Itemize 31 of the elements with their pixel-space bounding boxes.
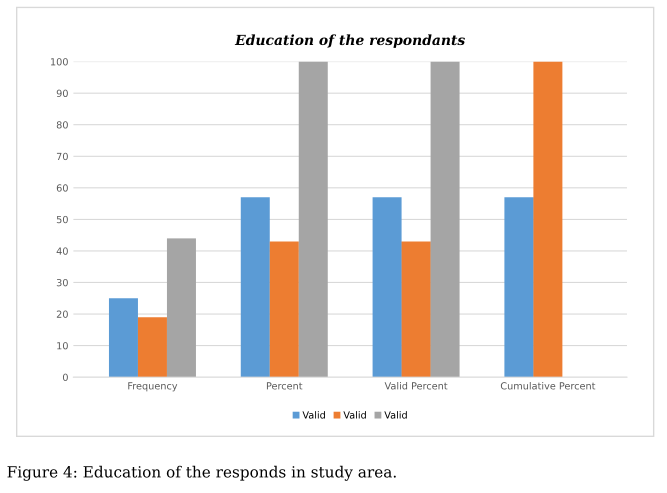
legend-label: Valid [302,411,325,419]
y-tick-label: 50 [56,216,68,224]
bar [504,197,534,378]
chart-title: Education of the respondants [234,34,465,48]
y-tick-label: 10 [57,342,68,350]
bar [298,62,328,378]
bar [270,241,299,378]
legend-label: Valid [384,411,407,419]
bar [430,62,460,378]
x-tick-label: Frequency [128,382,178,392]
y-tick-label: 30 [56,278,68,286]
bar [240,197,270,378]
bar [166,238,196,378]
x-tick-label: Cumulative Percent [500,382,596,390]
caption: Figure 4: Education of the responds in study area. [8,466,396,481]
x-tick-label: Valid Percent [384,382,448,390]
y-tick-label: 20 [56,310,68,318]
bar [372,197,402,378]
bar [402,241,431,378]
y-tick-label: 90 [56,90,68,98]
x-tick-label: Percent [266,382,302,390]
y-tick-label: 40 [56,247,68,255]
y-tick-label: 100 [51,58,68,66]
y-tick-label: 0 [62,374,68,381]
y-tick-label: 80 [56,121,68,129]
legend-label: Valid [343,411,366,419]
y-tick-label: 70 [56,152,68,160]
bar [108,298,138,378]
y-tick-label: 60 [56,184,68,192]
bar [138,317,167,378]
bar [533,62,562,378]
